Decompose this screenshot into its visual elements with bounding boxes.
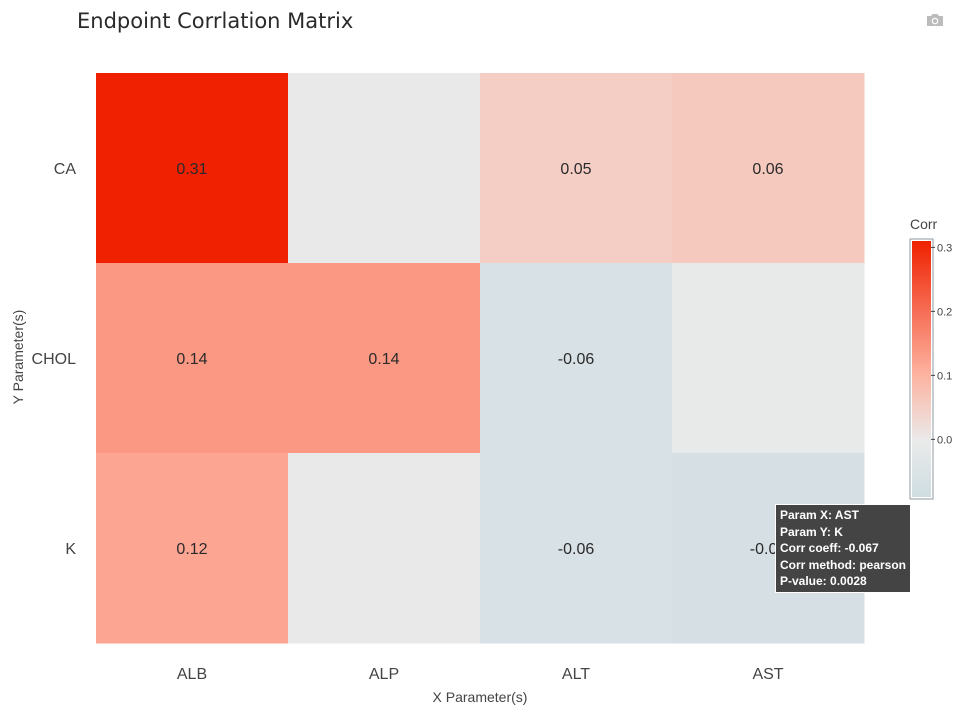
tooltip-corr-coeff: Corr coeff: -0.067 — [780, 541, 879, 556]
colorbar-tick-label: 0.2 — [937, 306, 952, 318]
x-axis-ticks: ALB ALP ALT AST — [177, 666, 784, 683]
cell-value-label: -0.06 — [558, 351, 595, 368]
heatmap-cell[interactable] — [480, 453, 673, 644]
cell-value-label: 0.14 — [176, 351, 207, 368]
heatmap-cell[interactable] — [480, 263, 673, 454]
heatmap-cell[interactable] — [288, 453, 481, 644]
tooltip-param-y: Param Y: K — [780, 524, 843, 539]
hover-tooltip: Param X: AST Param Y: K Corr coeff: -0.0… — [775, 504, 912, 593]
cell-value-label: 0.06 — [752, 161, 783, 178]
x-tick-label: ALT — [562, 666, 590, 683]
y-axis-title: Y Parameter(s) — [10, 310, 26, 405]
cell-value-label: 0.14 — [368, 351, 399, 368]
tooltip-p-value: P-value: 0.0028 — [780, 574, 867, 589]
colorbar-gradient — [912, 241, 931, 497]
y-tick-label: K — [65, 541, 76, 558]
heatmap-cell[interactable] — [288, 263, 481, 454]
cell-value-label: -0.06 — [558, 541, 595, 558]
heatmap-cell[interactable] — [96, 453, 289, 644]
y-axis-ticks: CA CHOL K — [32, 161, 77, 558]
chart-title: Endpoint Corrlation Matrix — [77, 9, 354, 33]
heatmap-cell[interactable] — [96, 263, 289, 454]
cell-value-label: 0.31 — [176, 161, 207, 178]
x-tick-label: AST — [752, 666, 783, 683]
colorbar-title: Corr — [910, 216, 938, 232]
colorbar-ticks: 0.0 0.1 0.2 0.3 — [931, 242, 952, 446]
heatmap-cell[interactable] — [672, 73, 865, 264]
heatmap-cell-labels: 0.31 0.05 0.060.14 0.14 -0.060.12 -0.06 -0.07 — [176, 161, 786, 558]
tooltip-param-x: Param X: AST — [780, 508, 859, 522]
tooltip-corr-method: Corr method: pearson — [780, 557, 907, 572]
heatmap-cell[interactable] — [480, 73, 673, 264]
colorbar-tick-label: 0.0 — [937, 434, 952, 446]
camera-icon[interactable] — [926, 13, 944, 27]
x-tick-label: ALB — [177, 666, 207, 683]
y-tick-label: CA — [54, 161, 77, 178]
x-axis-title: X Parameter(s) — [433, 689, 528, 705]
heatmap-cells — [96, 73, 865, 644]
colorbar-tick-label: 0.1 — [937, 370, 952, 382]
cell-value-label: 0.12 — [176, 541, 207, 558]
x-tick-label: ALP — [369, 666, 399, 683]
y-tick-label: CHOL — [32, 351, 77, 368]
cell-value-label: 0.05 — [560, 161, 591, 178]
colorbar-tick-label: 0.3 — [937, 242, 952, 254]
heatmap-cell[interactable] — [288, 73, 481, 264]
colorbar: Corr 0.0 0.1 0.2 0.3 — [909, 216, 952, 500]
heatmap-cell[interactable] — [96, 73, 289, 264]
heatmap-cell[interactable] — [672, 263, 865, 454]
